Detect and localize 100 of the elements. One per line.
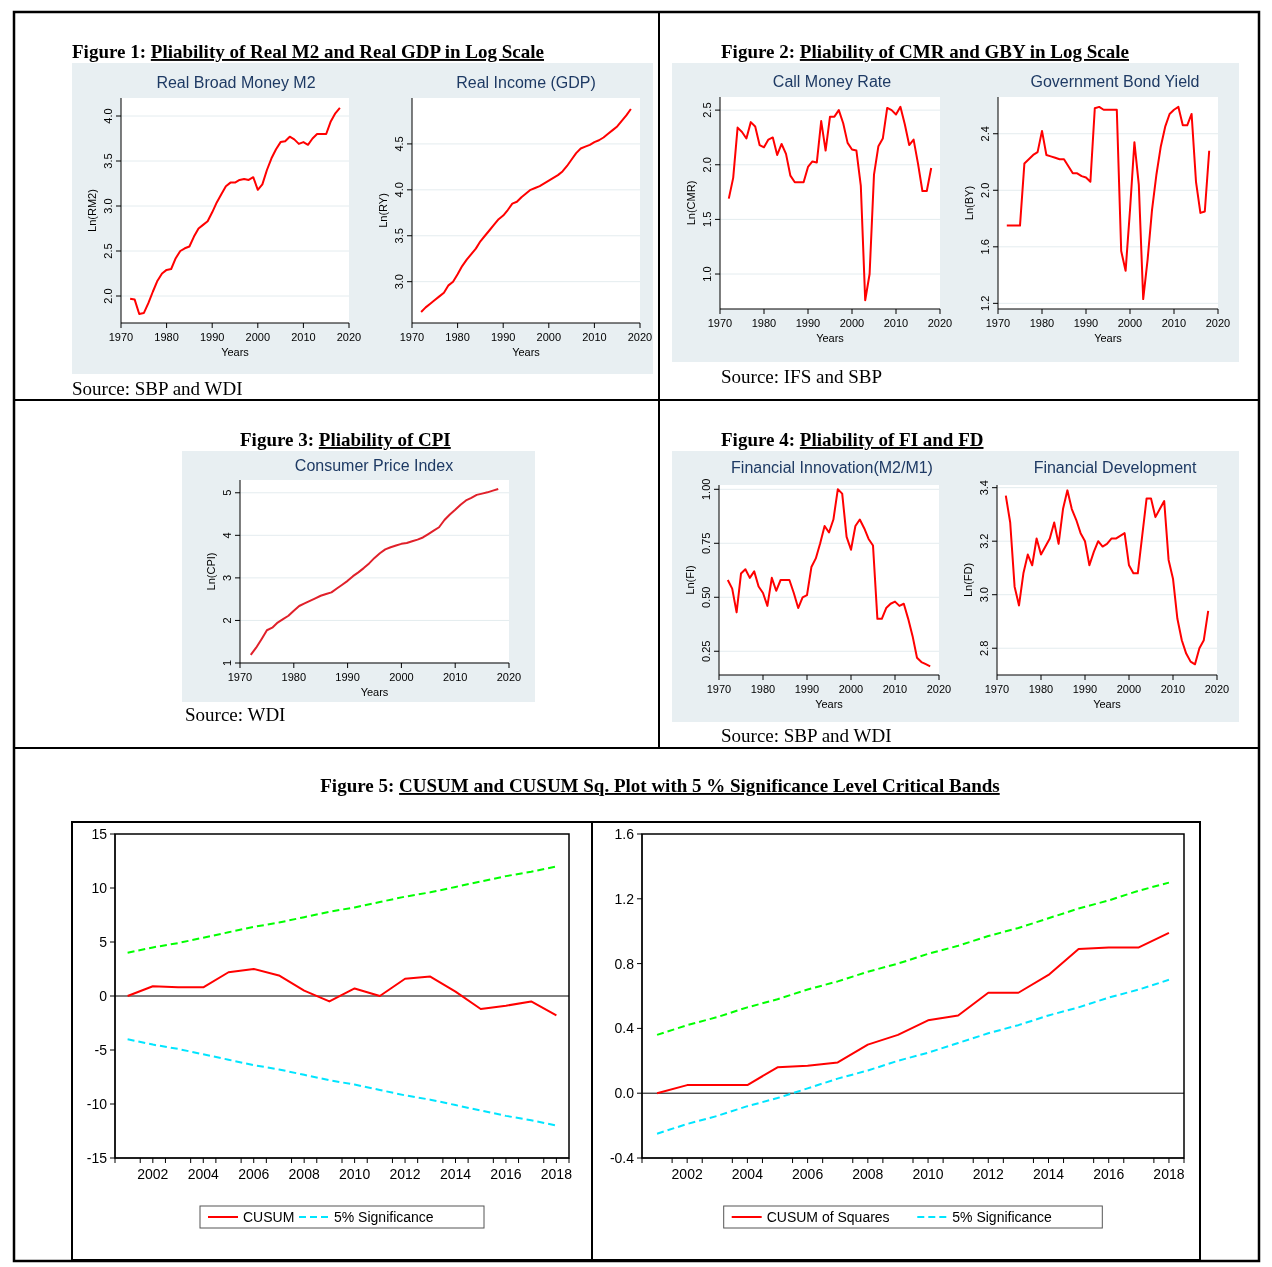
x-tick-label: 2010 bbox=[882, 683, 908, 695]
chart-title: Financial Innovation(M2/M1) bbox=[731, 459, 933, 476]
x-tick-label: 2006 bbox=[792, 1166, 824, 1182]
y-tick-label: 1.2 bbox=[979, 295, 991, 311]
chart-title: Real Broad Money M2 bbox=[156, 74, 316, 91]
y-tick-label: 3.0 bbox=[978, 587, 990, 603]
x-tick-label: 2000 bbox=[1117, 317, 1143, 329]
x-tick-label: 2014 bbox=[439, 1166, 472, 1182]
x-tick-label: 1990 bbox=[794, 683, 820, 695]
x-axis-title: Years bbox=[816, 332, 845, 344]
x-tick-label: 2020 bbox=[496, 671, 522, 683]
x-tick-label: 2008 bbox=[288, 1166, 320, 1182]
x-tick-label: 2012 bbox=[389, 1166, 421, 1182]
x-axis-title: Years bbox=[1094, 332, 1123, 344]
y-tick-label: 3.2 bbox=[978, 533, 990, 549]
chart-title: Financial Development bbox=[1033, 459, 1197, 476]
y-tick-label: 1.00 bbox=[700, 478, 712, 501]
x-tick-label: 2012 bbox=[972, 1166, 1005, 1182]
y-axis-title: Ln(CPI) bbox=[205, 552, 217, 591]
x-tick-label: 2020 bbox=[1205, 317, 1231, 329]
legend-label: CUSUM bbox=[243, 1209, 295, 1225]
y-tick-label: 0.8 bbox=[614, 955, 635, 972]
y-tick-label: 10 bbox=[91, 880, 108, 896]
y-tick-label: 0 bbox=[99, 988, 108, 1004]
source-note: Source: IFS and SBP bbox=[721, 366, 882, 387]
y-tick-label: 1 bbox=[221, 659, 233, 667]
y-tick-label: 1.6 bbox=[614, 826, 635, 842]
y-tick-label: -5 bbox=[94, 1042, 108, 1058]
y-tick-label: 2.5 bbox=[701, 102, 713, 118]
y-tick-label: 0.75 bbox=[700, 532, 712, 555]
source-note: Source: WDI bbox=[185, 704, 286, 725]
x-tick-label: 1980 bbox=[751, 317, 777, 329]
x-tick-label: 1980 bbox=[750, 683, 776, 695]
x-tick-label: 2020 bbox=[927, 317, 953, 329]
legend-label: 5% Significance bbox=[952, 1209, 1053, 1225]
y-tick-label: 3.0 bbox=[102, 198, 114, 214]
caption: Figure 3: Pliability of CPI bbox=[240, 429, 451, 450]
legend-label: CUSUM of Squares bbox=[766, 1209, 890, 1225]
chart-title: Consumer Price Index bbox=[294, 457, 454, 474]
y-tick-label: 4 bbox=[221, 532, 233, 539]
x-tick-label: 1980 bbox=[1028, 683, 1054, 695]
x-tick-label: 2010 bbox=[339, 1166, 371, 1182]
y-axis-title: Ln(BY) bbox=[963, 185, 975, 221]
x-tick-label: 2006 bbox=[238, 1166, 270, 1182]
x-tick-label: 2010 bbox=[291, 331, 316, 343]
y-axis-title: Ln(FI) bbox=[684, 565, 696, 595]
x-axis-title: Years bbox=[815, 698, 844, 710]
legend-label: 5% Significance bbox=[334, 1209, 434, 1225]
caption: Figure 2: Pliability of CMR and GBY in Log Scale bbox=[721, 41, 1129, 62]
y-tick-label: 4.0 bbox=[393, 182, 405, 198]
y-tick-label: 2 bbox=[221, 617, 233, 624]
y-tick-label: 2.4 bbox=[979, 126, 991, 142]
y-tick-label: 1.6 bbox=[979, 239, 991, 255]
x-tick-label: 2018 bbox=[540, 1166, 573, 1182]
x-tick-label: 2004 bbox=[731, 1166, 764, 1182]
x-tick-label: 1970 bbox=[984, 683, 1010, 695]
x-tick-label: 2016 bbox=[490, 1166, 522, 1182]
caption: Figure 4: Pliability of FI and FD bbox=[721, 429, 984, 450]
x-tick-label: 2018 bbox=[1153, 1166, 1185, 1182]
chart-title: Government Bond Yield bbox=[1030, 73, 1200, 90]
x-tick-label: 1980 bbox=[445, 331, 470, 343]
x-tick-label: 2010 bbox=[1160, 683, 1186, 695]
x-tick-label: 1980 bbox=[281, 671, 307, 683]
y-tick-label: 15 bbox=[91, 826, 108, 842]
x-axis-title: Years bbox=[360, 686, 389, 698]
y-tick-label: 4.5 bbox=[393, 136, 405, 152]
x-tick-label: 1970 bbox=[227, 671, 253, 683]
y-tick-label: -0.4 bbox=[609, 1150, 635, 1166]
y-tick-label: 2.8 bbox=[978, 640, 990, 656]
x-tick-label: 2002 bbox=[671, 1166, 703, 1182]
y-tick-label: 5 bbox=[221, 489, 233, 496]
source-note: Source: SBP and WDI bbox=[721, 725, 892, 746]
y-axis-title: Ln(RY) bbox=[377, 193, 389, 228]
x-axis-title: Years bbox=[512, 346, 541, 358]
y-tick-label: 0.0 bbox=[614, 1085, 635, 1102]
y-tick-label: 0.25 bbox=[700, 640, 712, 662]
x-tick-label: 2020 bbox=[1204, 683, 1230, 695]
y-tick-label: 3 bbox=[221, 574, 233, 581]
x-tick-label: 2000 bbox=[245, 331, 271, 343]
x-tick-label: 2020 bbox=[627, 331, 653, 343]
x-tick-label: 1980 bbox=[154, 331, 179, 343]
y-axis-title: Ln(CMR) bbox=[685, 180, 697, 226]
x-tick-label: 2010 bbox=[883, 317, 909, 329]
x-tick-label: 2000 bbox=[838, 683, 864, 695]
x-tick-label: 2014 bbox=[1032, 1166, 1065, 1182]
x-tick-label: 1990 bbox=[199, 331, 225, 343]
x-tick-label: 1970 bbox=[985, 317, 1011, 329]
x-tick-label: 1970 bbox=[399, 331, 425, 343]
x-axis-title: Years bbox=[221, 346, 250, 358]
x-tick-label: 2010 bbox=[442, 671, 468, 683]
x-tick-label: 1990 bbox=[335, 671, 360, 683]
x-tick-label: 2008 bbox=[852, 1166, 884, 1182]
caption: Figure 5: CUSUM and CUSUM Sq. Plot with 5 % Significance Level Critical Bands bbox=[320, 775, 1000, 796]
x-tick-label: 1980 bbox=[1029, 317, 1055, 329]
y-tick-label: 3.5 bbox=[393, 228, 405, 244]
x-axis-title: Years bbox=[1093, 698, 1122, 710]
x-tick-label: 2000 bbox=[839, 317, 865, 329]
x-tick-label: 2010 bbox=[1161, 317, 1187, 329]
x-tick-label: 2002 bbox=[137, 1166, 169, 1182]
caption: Figure 1: Pliability of Real M2 and Real GDP in Log Scale bbox=[72, 41, 545, 62]
